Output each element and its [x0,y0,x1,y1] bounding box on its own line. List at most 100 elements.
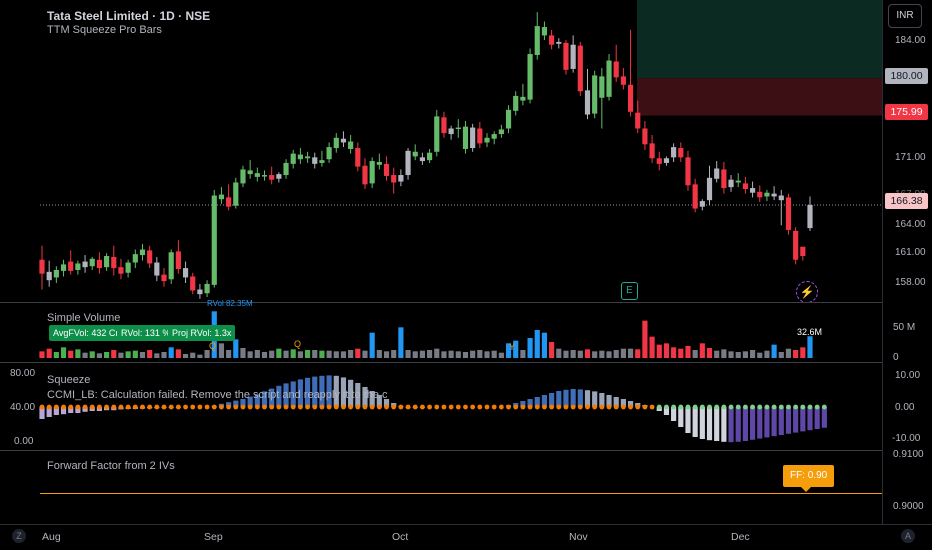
squeeze-dot [384,404,389,410]
volume-bar [513,340,519,358]
ff-axis-tick: 0.9100 [893,449,924,460]
earnings-icon[interactable]: E [621,282,638,300]
candle-body [118,267,124,274]
candle-body [498,129,504,135]
candle-body [771,193,777,197]
squeeze-histogram-bar [355,383,361,407]
candle-body [520,96,526,101]
price-scale-border [882,0,883,525]
squeeze-chart[interactable] [0,363,882,450]
candle-body [577,45,583,92]
squeeze-histogram-bar [240,399,246,407]
candle-body [68,261,74,271]
volume-bar [714,350,720,358]
squeeze-dot [290,404,296,410]
squeeze-histogram-bar [254,394,260,407]
candle-body [197,289,203,295]
month-label: Dec [731,531,750,543]
squeeze-histogram-bar [627,401,634,407]
candle-body [807,205,813,229]
squeeze-dot [534,404,540,410]
squeeze-dot [664,404,669,410]
squeeze-dot [484,404,490,410]
volume-bar [692,350,698,358]
volume-bar [534,330,540,358]
candle-body [584,90,591,115]
squeeze-dot [39,404,45,410]
squeeze-dot [420,404,425,410]
candle-body [53,269,59,278]
squeeze-histogram-bar [663,407,670,415]
candle-body [319,160,325,163]
volume-bar [412,351,418,358]
squeeze-histogram-bar [369,391,375,407]
squeeze-pane-label: Squeeze [47,374,91,386]
candle-body [785,197,792,230]
squeeze-dot [262,404,267,410]
candle-body [649,143,655,159]
lightning-icon[interactable]: ⚡ [796,281,818,303]
pane-separator [0,362,882,363]
volume-bar [627,348,634,358]
volume-bar [240,348,246,358]
candle-body [671,147,677,158]
candle-body [448,128,454,135]
time-axis[interactable] [0,525,932,550]
candle-body [427,152,433,161]
volume-bar [261,352,268,358]
price-chart[interactable] [0,0,882,302]
squeeze-dot [513,404,519,410]
squeeze-dot [226,404,232,410]
squeeze-dot [477,404,483,410]
squeeze-dot [175,404,181,410]
volume-bar [125,351,131,358]
volume-bar [147,350,153,358]
squeeze-histogram-bar [376,395,382,407]
squeeze-dot [563,404,569,410]
squeeze-dot [498,404,504,410]
candle-body [412,151,418,157]
volume-bar [800,347,806,358]
ff-axis-tick: 0.9000 [893,501,924,512]
candle-body [735,180,741,183]
candle-body [778,195,784,201]
candle-body [125,262,131,273]
candle-body [297,154,303,160]
currency-button[interactable]: INR [888,4,922,28]
volume-bar [470,350,476,358]
candle-body [132,254,138,263]
squeeze-histogram-bar [678,407,684,427]
candle-body [757,191,763,198]
candle-body [240,169,246,184]
squeeze-dot [743,404,748,410]
price-tick: 158.00 [895,277,926,288]
auto-scale-button[interactable]: A [901,529,915,543]
volume-bar [89,351,95,358]
squeeze-dot [800,404,806,410]
squeeze-dot [642,404,648,410]
squeeze-dot [721,404,727,410]
candle-body [147,250,153,264]
squeeze-dot [412,404,418,410]
candle-body [190,276,196,291]
candle-body [714,168,720,179]
squeeze-histogram-bar [584,390,591,407]
squeeze-dot [125,404,131,410]
squeeze-histogram-bar [269,388,275,407]
candle-body [261,175,268,177]
squeeze-histogram-bar [685,407,691,433]
volume-bar [405,350,411,358]
squeeze-histogram-bar [599,393,605,407]
zoom-button[interactable]: Z [12,529,26,543]
candle-body [348,141,354,149]
squeeze-dot [305,404,310,410]
squeeze-dot [61,404,66,410]
squeeze-histogram-bar [290,381,296,407]
candle-body [276,174,282,179]
squeeze-histogram-bar [556,391,562,407]
squeeze-dot [183,404,188,410]
squeeze-dot [671,404,677,410]
volume-bar [793,350,799,358]
squeeze-dot [692,404,698,410]
volume-axis-tick: 50 M [893,322,916,333]
